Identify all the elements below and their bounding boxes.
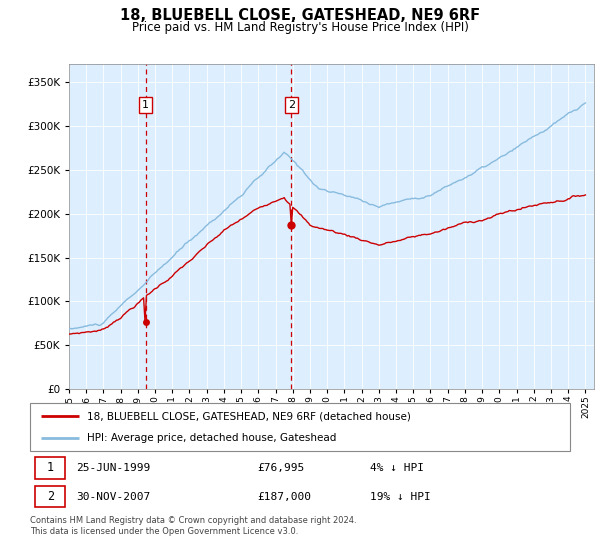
FancyBboxPatch shape — [30, 403, 570, 451]
Text: 2: 2 — [288, 100, 295, 110]
Text: 1: 1 — [47, 461, 54, 474]
Text: 18, BLUEBELL CLOSE, GATESHEAD, NE9 6RF: 18, BLUEBELL CLOSE, GATESHEAD, NE9 6RF — [120, 8, 480, 24]
Text: Price paid vs. HM Land Registry's House Price Index (HPI): Price paid vs. HM Land Registry's House … — [131, 21, 469, 34]
Text: £187,000: £187,000 — [257, 492, 311, 502]
Text: HPI: Average price, detached house, Gateshead: HPI: Average price, detached house, Gate… — [86, 433, 336, 443]
Text: Contains HM Land Registry data © Crown copyright and database right 2024.
This d: Contains HM Land Registry data © Crown c… — [30, 516, 356, 536]
Text: 19% ↓ HPI: 19% ↓ HPI — [370, 492, 431, 502]
Text: 2: 2 — [47, 490, 54, 503]
Text: £76,995: £76,995 — [257, 463, 304, 473]
Text: 4% ↓ HPI: 4% ↓ HPI — [370, 463, 424, 473]
FancyBboxPatch shape — [35, 486, 65, 507]
Text: 30-NOV-2007: 30-NOV-2007 — [76, 492, 150, 502]
Text: 1: 1 — [142, 100, 149, 110]
FancyBboxPatch shape — [35, 457, 65, 478]
Text: 18, BLUEBELL CLOSE, GATESHEAD, NE9 6RF (detached house): 18, BLUEBELL CLOSE, GATESHEAD, NE9 6RF (… — [86, 411, 410, 421]
Text: 25-JUN-1999: 25-JUN-1999 — [76, 463, 150, 473]
